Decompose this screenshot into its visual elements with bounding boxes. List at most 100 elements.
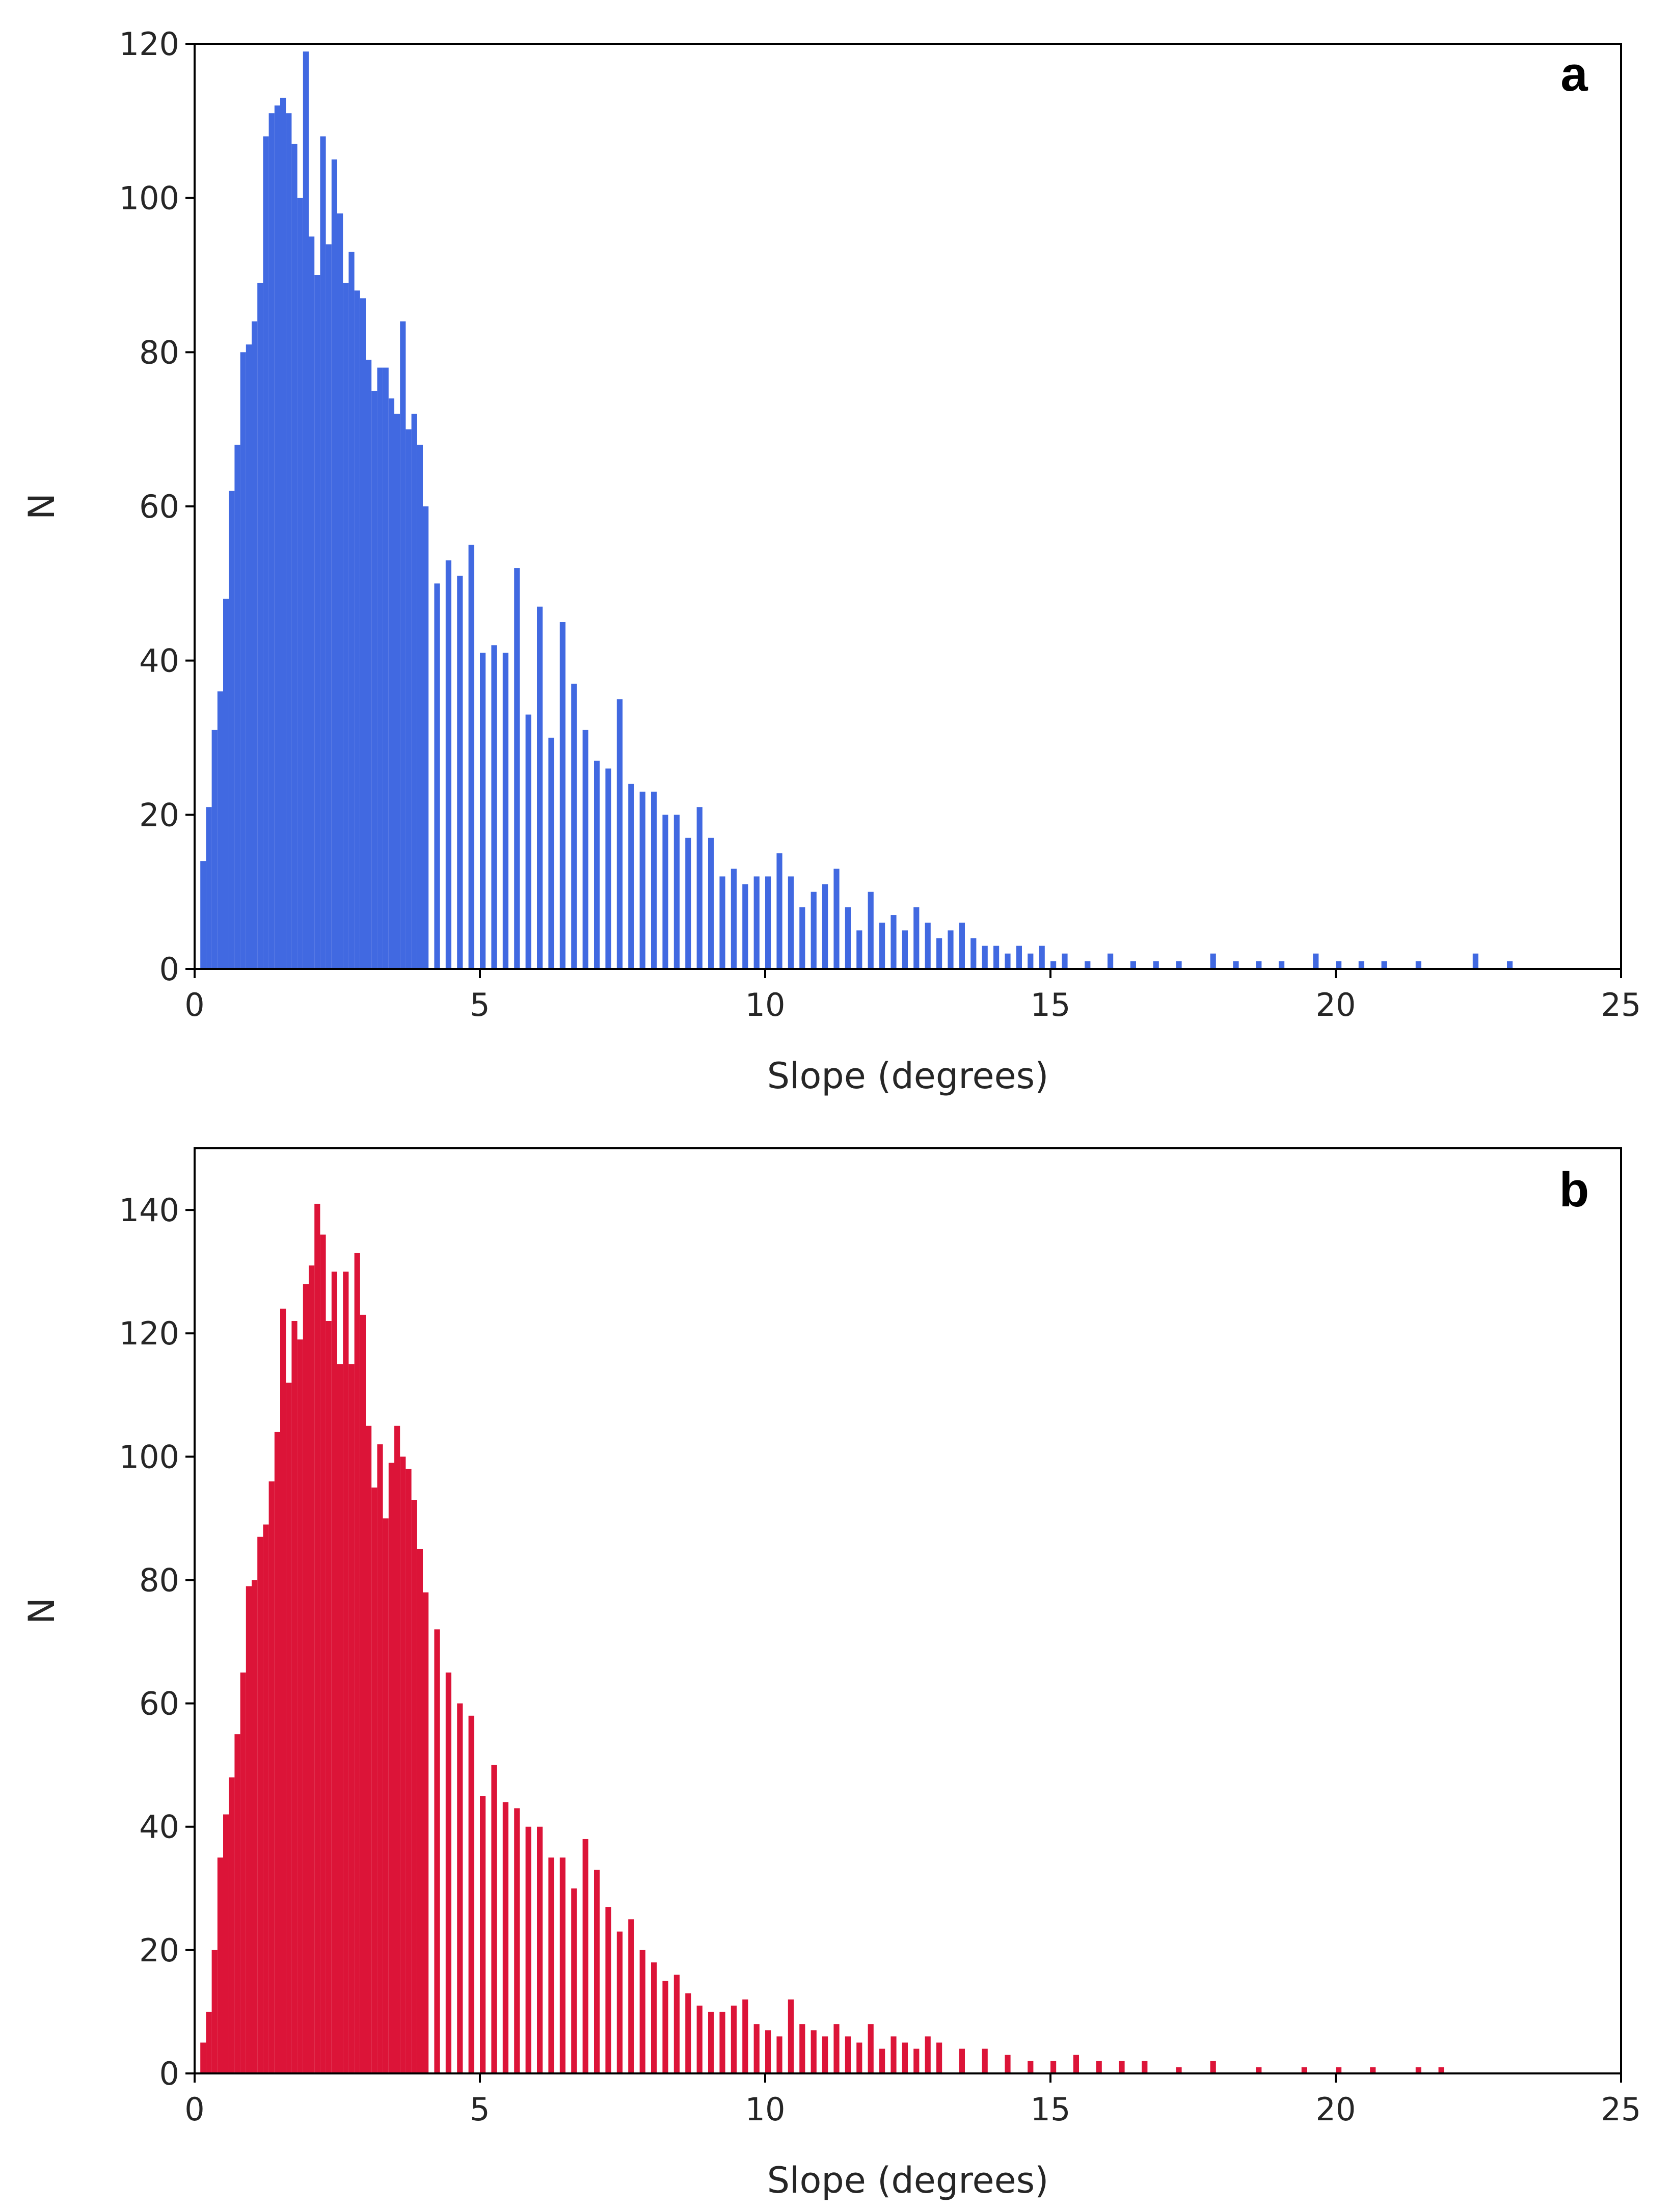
histogram-bar (445, 1673, 451, 2073)
histogram-bar (1130, 961, 1136, 969)
histogram-bar (548, 738, 554, 969)
histogram-bar (240, 1673, 246, 2073)
histogram-bar (1472, 953, 1478, 969)
histogram-bar (1279, 961, 1285, 969)
histogram-bar (480, 1796, 486, 2073)
histogram-bar (571, 684, 577, 969)
y-tick-label: 100 (119, 1438, 179, 1475)
histogram-bar (525, 1826, 531, 2073)
panel-label-b: b (1559, 1163, 1589, 1217)
y-tick-label: 60 (139, 1685, 179, 1722)
histogram-bar (206, 2011, 212, 2073)
histogram-bar (548, 1857, 554, 2073)
histogram-bar (388, 1463, 394, 2073)
histogram-bar (480, 653, 486, 969)
x-tick-label: 10 (745, 986, 786, 1023)
histogram-bar (959, 923, 965, 969)
histogram-bar (742, 884, 748, 969)
histogram-bar (417, 1549, 423, 2073)
histogram-bar (662, 815, 668, 969)
histogram-bar (753, 2024, 760, 2073)
y-tick-label: 20 (139, 796, 179, 833)
y-axis-label-a: N (21, 493, 63, 520)
y-tick-label: 100 (119, 180, 179, 217)
histogram-bar (343, 1272, 349, 2073)
histogram-bar (234, 1734, 240, 2073)
x-tick-label: 25 (1601, 2091, 1641, 2128)
histogram-bar (936, 938, 942, 969)
histogram-bar (366, 1425, 372, 2073)
histogram-bar (1119, 2061, 1125, 2073)
histogram-bar (856, 930, 862, 969)
histogram-bar (696, 2005, 703, 2073)
histogram-bar (1233, 961, 1239, 969)
histogram-bar (662, 1981, 668, 2073)
histogram-bar (685, 838, 691, 969)
histogram-bar (468, 1715, 474, 2073)
histogram-bar (856, 2042, 862, 2073)
histogram-bar (211, 730, 218, 969)
histogram-bar (1005, 2055, 1011, 2073)
histogram-bar (1062, 953, 1068, 969)
histogram-bar (1096, 2061, 1102, 2073)
histogram-panel-a: 0 20 40 60 80 100 120 0 5 10 15 20 25 a Slope (degr… (21, 25, 1641, 1097)
histogram-bar (263, 136, 269, 969)
histogram-bar (1370, 2067, 1376, 2073)
histogram-bar (559, 1857, 565, 2073)
histogram-bar (1142, 2061, 1148, 2073)
histogram-bar (297, 198, 303, 969)
histogram-bar (383, 1518, 389, 2073)
histogram-bar (948, 930, 954, 969)
histogram-bar (377, 1444, 383, 2073)
y-tick-label: 80 (139, 334, 179, 371)
histogram-bar (229, 1777, 235, 2073)
histogram-bar (400, 321, 406, 969)
histogram-bar (742, 1999, 748, 2073)
y-tick-label: 60 (139, 488, 179, 525)
histogram-bar (833, 869, 840, 969)
histogram-bar (959, 2048, 965, 2073)
histogram-bar (211, 1950, 218, 2073)
histogram-bar (1358, 961, 1364, 969)
histogram-bar (268, 113, 275, 969)
histogram-bars-a (200, 51, 1513, 969)
histogram-bar (1073, 2055, 1079, 2073)
histogram-bar (291, 144, 298, 969)
histogram-bar (776, 853, 782, 969)
histogram-bar (537, 1826, 543, 2073)
histogram-bar (309, 1265, 315, 2073)
histogram-bar (394, 1425, 400, 2073)
histogram-panel-b: 0 20 40 60 80 100 120 140 0 5 10 15 20 25 b Slope (d… (21, 1147, 1641, 2201)
histogram-bar (314, 1203, 320, 2073)
histogram-bar (1085, 961, 1091, 969)
y-axis-ticks-b: 0 20 40 60 80 100 120 140 (119, 1192, 195, 2092)
histogram-bar (639, 791, 645, 969)
histogram-bar (1153, 961, 1159, 969)
histogram-bar (1028, 953, 1034, 969)
histogram-bar (616, 699, 623, 969)
histogram-bar (434, 583, 440, 969)
histogram-bar (1415, 2067, 1421, 2073)
histogram-bar (331, 1272, 337, 2073)
histogram-bar (400, 1456, 406, 2073)
x-axis-label-a: Slope (degrees) (767, 1055, 1049, 1097)
histogram-bar (1415, 961, 1421, 969)
histogram-bar (1301, 2067, 1307, 2073)
histogram-bar (605, 1907, 611, 2073)
histogram-bar (879, 2048, 885, 2073)
histogram-bar (719, 2011, 725, 2073)
x-tick-label: 0 (184, 2091, 204, 2128)
panel-label-a: a (1560, 47, 1588, 101)
histogram-bar (371, 1487, 377, 2073)
histogram-bar (303, 51, 309, 969)
histogram-bar (1050, 961, 1057, 969)
histogram-bar (1336, 2067, 1342, 2073)
histogram-bar (673, 815, 680, 969)
histogram-bar (639, 1950, 645, 2073)
histogram-bar (902, 930, 908, 969)
histogram-bar (320, 1234, 326, 2073)
histogram-bar (811, 2030, 817, 2073)
histogram-bar (708, 2011, 714, 2073)
plot-frame-b (194, 1147, 1622, 2074)
histogram-bar (274, 1432, 280, 2073)
